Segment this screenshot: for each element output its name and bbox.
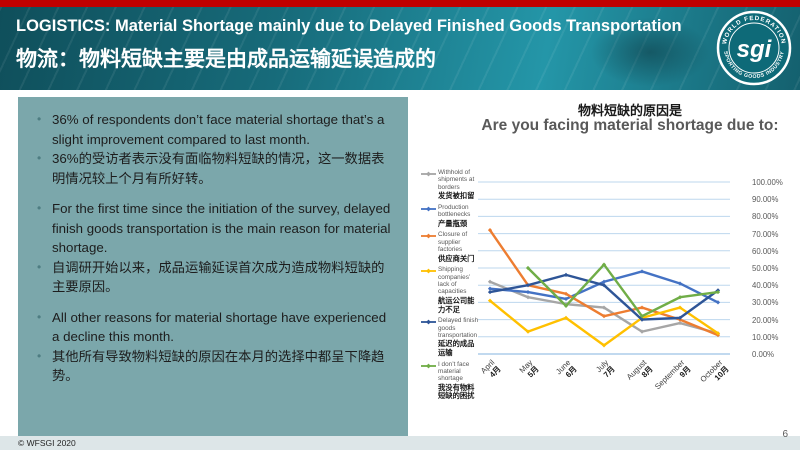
y-axis-tick-label: 70.00% [752, 229, 779, 239]
legend-label-chinese: 航运公司能力不足 [438, 295, 475, 314]
data-point-marker [563, 315, 569, 320]
data-point-marker [639, 305, 645, 310]
legend-line-marker-icon [421, 206, 436, 212]
data-point-marker [525, 295, 531, 300]
y-axis-tick-label: 30.00% [752, 298, 779, 308]
y-axis-tick-label: 60.00% [752, 246, 779, 256]
legend-dot [426, 319, 431, 325]
legend-line-marker-icon [421, 363, 436, 368]
data-point-marker [715, 289, 721, 295]
data-point-marker [487, 286, 493, 291]
data-point-marker [601, 262, 607, 267]
data-point-marker [677, 315, 683, 320]
chart-plot-area [478, 168, 748, 368]
bullet-item: 36%的受访者表示没有面临物料短缺的情况，这一数据表明情况较上个月有所好转。 [30, 149, 392, 188]
legend-item: Production bottlenecks 产量瓶颈 [421, 204, 481, 228]
summary-text-panel: 36% of respondents don’t face material s… [18, 97, 408, 437]
bullet-item: 36% of respondents don’t face material s… [30, 110, 392, 149]
bullet-item: For the first time since the initiation … [30, 199, 392, 258]
header-banner: LOGISTICS: Material Shortage mainly due … [0, 7, 800, 90]
bullet-item: 自调研开始以来，成品运输延误首次成为造成物料短缺的主要原因。 [30, 258, 392, 297]
bullet-item: All other reasons for material shortage … [30, 308, 392, 347]
y-axis-tick-label: 50.00% [752, 264, 779, 273]
legend-label-chinese: 我没有物料短缺的困扰 [438, 382, 475, 401]
legend-label-english: I don’t face material shortage [438, 360, 470, 383]
chart-title-chinese: 物料短缺的原因是 [577, 103, 682, 118]
data-point-marker [639, 269, 645, 274]
page-number: 6 [782, 429, 788, 440]
chart-legend: Withhold of shipments at borders 发货被扣留 Pro… [421, 169, 481, 404]
chart-canvas [478, 181, 730, 355]
legend-dot [426, 268, 431, 274]
series-line-5 [526, 263, 720, 318]
legend-label-english: Withhold of shipments at borders [438, 169, 475, 191]
bottom-strip [0, 436, 800, 450]
slide-title-english: LOGISTICS: Material Shortage mainly due … [16, 17, 682, 35]
legend-label-english: Shipping companies’ lack of capacities [438, 266, 471, 296]
legend-dot [426, 206, 431, 212]
data-point-marker [563, 291, 569, 296]
y-axis-tick-label: 40.00% [752, 281, 779, 291]
legend-line-marker-icon [421, 233, 436, 239]
y-axis-tick-label: 0.00% [752, 350, 775, 359]
legend-dot [426, 233, 431, 239]
data-point-marker [487, 289, 493, 295]
legend-item: Withhold of shipments at borders 发货被扣留 [421, 169, 481, 201]
data-point-marker [487, 228, 493, 233]
data-point-marker [601, 279, 607, 284]
legend-label-english: Closure of supplier factories [438, 231, 468, 254]
logo-center-text: sgi [737, 36, 773, 63]
legend-label-chinese: 供应商关门 [438, 253, 475, 263]
data-point-marker [563, 296, 569, 302]
legend-label-english: Production bottlenecks [438, 203, 471, 219]
legend-line-marker-icon [421, 171, 436, 177]
chart-title-english: Are you facing material shortage due to: [481, 117, 779, 134]
data-point-marker [677, 305, 683, 310]
y-axis-tick-label: 20.00% [752, 315, 779, 325]
top-red-strip [0, 0, 800, 7]
slide-title-chinese: 物流：物料短缺主要是由成品运输延误造成的 [16, 48, 436, 71]
data-point-marker [487, 298, 493, 303]
data-point-marker [563, 272, 569, 277]
legend-label-english: Delayed finish goods transportation [438, 317, 479, 339]
legend-line-marker-icon [421, 268, 436, 274]
bullet-item: 其他所有导致物料短缺的原因在本月的选择中都呈下降趋势。 [30, 347, 392, 386]
data-point-marker [487, 279, 493, 284]
legend-label-chinese: 延迟的成品运输 [438, 339, 475, 357]
y-axis-tick-label: 90.00% [752, 195, 779, 205]
legend-dot [426, 363, 431, 368]
legend-label-chinese: 发货被扣留 [438, 191, 475, 201]
legend-dot [426, 171, 431, 177]
data-point-marker [525, 289, 531, 295]
legend-item: Delayed finish goods transportation 延迟的成品… [421, 317, 481, 357]
legend-item: I don’t face material shortage 我没有物料短缺的困扰 [421, 361, 481, 401]
y-axis-tick-label: 10.00% [752, 332, 779, 342]
data-point-marker [525, 283, 531, 288]
legend-label-chinese: 产量瓶颈 [438, 218, 468, 228]
data-point-marker [525, 265, 531, 271]
data-point-marker [601, 305, 607, 310]
data-point-marker [677, 295, 683, 300]
legend-item: Closure of supplier factories 供应商关门 [421, 231, 481, 263]
y-axis-tick-label: 80.00% [752, 212, 779, 222]
wfsgi-logo: WORLD FEDERATION SPORTING GOODS INDUSTRY… [716, 10, 792, 86]
data-point-marker [601, 283, 607, 288]
copyright-text: © WFSGI 2020 [18, 438, 76, 448]
data-point-marker [525, 329, 531, 334]
legend-item: Shipping companies’ lack of capacities 航运… [421, 266, 481, 314]
y-axis-tick-label: 100.00% [752, 178, 783, 187]
legend-line-marker-icon [421, 319, 436, 325]
